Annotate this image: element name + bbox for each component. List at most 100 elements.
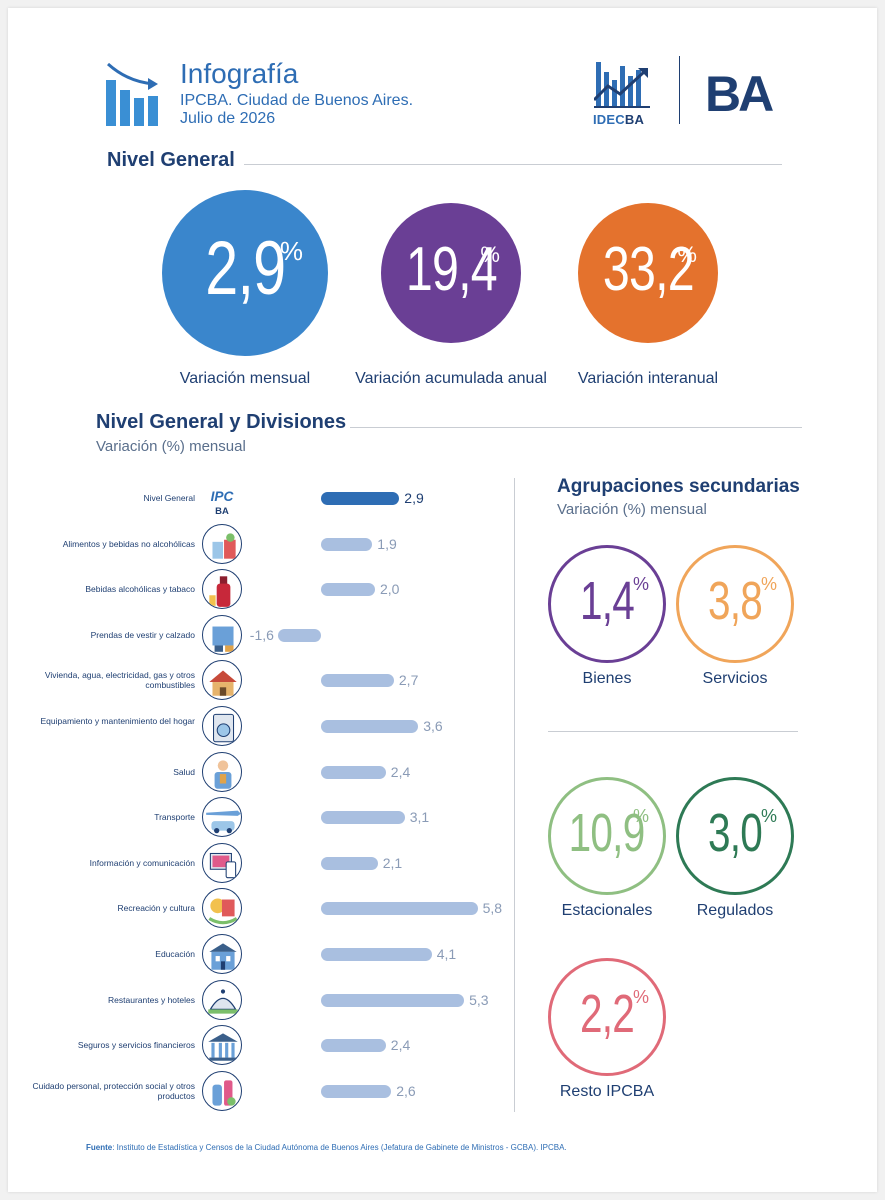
category-label: Salud	[173, 766, 195, 777]
nivel-general-title: Nivel General	[107, 149, 235, 171]
bar-value-label: 3,1	[409, 809, 430, 826]
school-icon	[202, 934, 242, 974]
theater-icon	[202, 888, 242, 929]
ring-unit: %	[761, 806, 778, 826]
ring-unit: %	[633, 987, 650, 1007]
bar	[321, 492, 400, 505]
computer-phone-icon	[202, 842, 242, 883]
ring-circle	[676, 777, 794, 895]
category-label: Recreación y cultura	[117, 903, 195, 914]
ring-value: 3,0	[676, 803, 794, 877]
ring-circle	[548, 777, 666, 895]
ring-caption: Estacionales	[561, 902, 653, 919]
section-divider	[244, 164, 782, 165]
section-divider	[350, 427, 802, 428]
bar-value-label: 2,4	[390, 763, 411, 780]
ring-circle	[548, 545, 666, 663]
ring-caption: Servicios	[702, 670, 768, 687]
section-divider	[548, 731, 798, 732]
category-label: Nivel General	[143, 493, 196, 503]
secundarias-title: Agrupaciones secundarias	[557, 476, 800, 497]
category-label: Equipamiento y mantenimiento del hogar	[40, 716, 195, 726]
bar	[321, 993, 465, 1007]
column-divider	[514, 478, 515, 1112]
indicator-value-text: 19,4	[405, 234, 497, 304]
category-label: Prendas de vestir y calzado	[90, 629, 195, 640]
indicator-value: 2,9	[162, 227, 328, 311]
ring-value-text: 10,9	[569, 803, 646, 863]
bar	[321, 720, 419, 733]
bar-value-label: 2,1	[382, 854, 403, 871]
bar	[321, 1039, 386, 1053]
doctor-icon	[202, 751, 242, 792]
ring-caption: Bienes	[582, 670, 632, 687]
bar-value-label: 5,8	[482, 900, 503, 917]
indicator-unit: %	[480, 241, 500, 267]
ring-caption: Resto IPCBA	[559, 1083, 655, 1100]
divisiones-subtitle: Variación (%) mensual	[96, 438, 246, 455]
ring-unit: %	[633, 574, 650, 594]
indicator-value: 33,2	[578, 234, 718, 304]
divisiones-title: Nivel General y Divisiones	[96, 411, 347, 433]
cloche-icon	[202, 979, 242, 1020]
airplane-car-icon	[202, 797, 242, 838]
ring-unit: %	[761, 574, 778, 594]
ring-value: 2,2	[548, 984, 666, 1058]
ring-value-text: 3,0	[707, 803, 763, 863]
ring-value-text: 3,8	[707, 571, 763, 631]
bar	[321, 856, 378, 870]
indicator-value: 19,4	[381, 234, 521, 304]
house-icon	[202, 660, 242, 701]
secundarias-subtitle: Variación (%) mensual	[557, 501, 707, 518]
indicator-caption: Variación interanual	[577, 370, 719, 387]
ba-logo: BA	[705, 66, 774, 122]
ring-value-text: 1,4	[579, 571, 635, 631]
bar	[277, 628, 321, 642]
bar	[321, 583, 375, 597]
bar-value-label: 2,7	[398, 672, 419, 689]
groceries-icon	[202, 523, 242, 564]
logo-divider	[679, 56, 680, 124]
bar	[321, 1084, 392, 1098]
ring-circle	[548, 958, 666, 1076]
indicator-circle	[381, 203, 521, 343]
header-subtitle: IPCBA. Ciudad de Buenos Aires.	[180, 92, 414, 109]
bar	[321, 902, 478, 916]
idecba-logo-icon	[594, 62, 650, 108]
indicator-circle	[162, 190, 328, 356]
wine-bottle-icon	[202, 569, 242, 610]
bar-value-label: 4,1	[436, 946, 457, 962]
indicator-value-text: 33,2	[602, 234, 694, 304]
ring-value-text: 2,2	[579, 984, 635, 1044]
ring-value: 1,4	[548, 571, 666, 645]
bar-value-label: 5,3	[469, 991, 489, 1008]
bar	[321, 537, 373, 551]
category-label: Información y comunicación	[89, 857, 195, 868]
ring-circle	[676, 545, 794, 663]
svg-text:BA: BA	[215, 506, 229, 517]
bar-value-label: 2,0	[380, 581, 400, 598]
indicator-caption: Variación mensual	[179, 370, 311, 387]
bar-value-label: 1,9	[377, 535, 397, 552]
bank-icon	[202, 1025, 242, 1066]
ipc-logo-icon: IPC BA	[202, 478, 242, 518]
bar-chart-trend-icon	[106, 62, 158, 126]
ring-caption: Regulados	[696, 902, 774, 919]
category-label: Vivienda, agua, electricidad, gas y otro…	[44, 670, 195, 691]
bar-value-label: 2,9	[404, 490, 424, 506]
ring-unit: %	[633, 806, 650, 826]
indicator-unit: %	[677, 241, 697, 267]
indicator-circle	[578, 203, 718, 343]
bar	[321, 811, 405, 825]
header-title: Infografía	[180, 58, 299, 89]
category-label: Restaurantes y hoteles	[108, 994, 195, 1005]
category-label: Educación	[155, 949, 195, 959]
bar	[321, 765, 386, 779]
clothing-icon	[202, 614, 242, 655]
bar	[321, 674, 394, 688]
category-label: Alimentos y bebidas no alcohólicas	[62, 538, 195, 549]
category-label: Transporte	[154, 812, 195, 823]
bar-value-label: 3,6	[423, 718, 443, 734]
bar-value-label: -1,6	[249, 626, 274, 643]
source-note: Fuente: Instituto de Estadística y Censo…	[86, 1143, 567, 1152]
